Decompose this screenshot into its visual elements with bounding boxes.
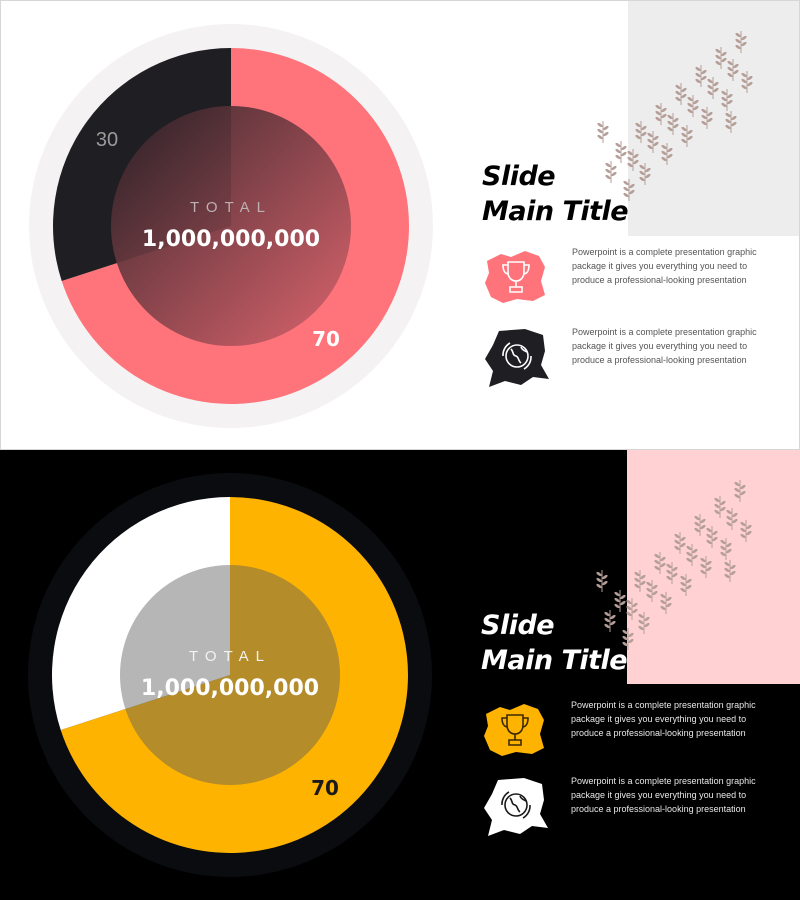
leaf-sprig	[667, 113, 679, 135]
leaf-sprig	[725, 111, 737, 133]
slide-title-line-1: Slide	[482, 161, 556, 192]
leaf-sprig	[654, 552, 666, 574]
slice-label-primary: 70	[312, 327, 340, 351]
leaf-branches-decoration	[597, 31, 753, 201]
feature-text: Powerpoint is a complete presentation gr…	[571, 700, 756, 738]
leaf-sprig	[604, 610, 616, 632]
leaf-sprig	[597, 121, 609, 143]
leaf-sprig	[627, 149, 639, 171]
leaf-sprig	[681, 125, 693, 147]
leaf-sprig	[734, 480, 746, 502]
leaf-sprig	[686, 544, 698, 566]
leaf-sprig	[666, 562, 678, 584]
feature-row: Powerpoint is a complete presentation gr…	[480, 774, 780, 844]
slide-title-line-2: Main Title	[481, 645, 628, 676]
leaf-sprig	[638, 612, 650, 634]
leaf-sprig	[715, 47, 727, 69]
slide-title-line-2: Main Title	[482, 196, 629, 227]
leaf-branches-decoration	[596, 480, 752, 650]
leaf-sprig	[724, 560, 736, 582]
leaf-sprig	[740, 520, 752, 542]
leaf-sprig	[623, 179, 635, 201]
leaf-sprig	[660, 592, 672, 614]
leaf-sprig	[646, 580, 658, 602]
center-total-value: 1,000,000,000	[142, 227, 320, 252]
feature-text: Powerpoint is a complete presentation gr…	[572, 247, 757, 285]
leaf-sprig	[674, 532, 686, 554]
leaf-sprig	[720, 538, 732, 560]
feature-row: Powerpoint is a complete presentation gr…	[481, 325, 781, 395]
donut-chart: TOTAL 1,000,000,000 70 30	[29, 24, 433, 428]
leaf-sprig	[661, 143, 673, 165]
leaf-sprig	[741, 71, 753, 93]
feature-row: Powerpoint is a complete presentation gr…	[481, 245, 781, 315]
slide-title-line-1: Slide	[481, 610, 555, 641]
chart-center-circle	[120, 565, 340, 785]
leaf-sprig	[721, 89, 733, 111]
chart-center-circle	[111, 106, 351, 346]
trophy-icon	[485, 251, 545, 303]
leaf-sprig	[626, 598, 638, 620]
slice-label-primary: 70	[311, 776, 339, 800]
leaf-sprig	[706, 526, 718, 548]
donut-slice-70	[60, 497, 408, 853]
feature-text: Powerpoint is a complete presentation gr…	[571, 776, 756, 814]
slide-2: TOTAL 1,000,000,000 70 Slide Main Title …	[0, 450, 800, 900]
feature-text: Powerpoint is a complete presentation gr…	[572, 327, 757, 365]
leaf-sprig	[701, 107, 713, 129]
center-total-value: 1,000,000,000	[141, 676, 319, 701]
donut-slice-30	[51, 497, 231, 731]
leaf-sprig	[614, 590, 626, 612]
leaf-sprig	[727, 59, 739, 81]
center-total-label: TOTAL	[189, 648, 271, 665]
slide-title: Slide Main Title	[481, 608, 681, 678]
leaf-sprig	[639, 163, 651, 185]
leaf-sprig	[695, 65, 707, 87]
leaf-sprig	[635, 121, 647, 143]
leaf-sprig	[700, 556, 712, 578]
leaf-sprig	[680, 574, 692, 596]
leaf-sprig	[615, 141, 627, 163]
trophy-icon	[484, 704, 544, 756]
leaf-sprig	[634, 570, 646, 592]
center-total-label: TOTAL	[190, 199, 272, 216]
globe-icon	[484, 778, 548, 836]
slice-label-secondary: 30	[96, 129, 118, 151]
slide-title: Slide Main Title	[482, 159, 682, 229]
leaf-sprig	[622, 628, 634, 650]
leaf-sprig	[694, 514, 706, 536]
leaf-sprig	[687, 95, 699, 117]
slide-1: TOTAL 1,000,000,000 70 30 Slide Main Tit…	[0, 0, 800, 450]
donut-chart: TOTAL 1,000,000,000 70	[28, 473, 432, 877]
leaf-sprig	[596, 570, 608, 592]
leaf-sprig	[735, 31, 747, 53]
globe-icon	[485, 329, 549, 387]
leaf-sprig	[707, 77, 719, 99]
feature-row: Powerpoint is a complete presentation gr…	[480, 698, 780, 768]
leaf-sprig	[675, 83, 687, 105]
leaf-sprig	[726, 508, 738, 530]
leaf-sprig	[714, 496, 726, 518]
leaf-sprig	[647, 131, 659, 153]
leaf-sprig	[655, 103, 667, 125]
leaf-sprig	[605, 161, 617, 183]
